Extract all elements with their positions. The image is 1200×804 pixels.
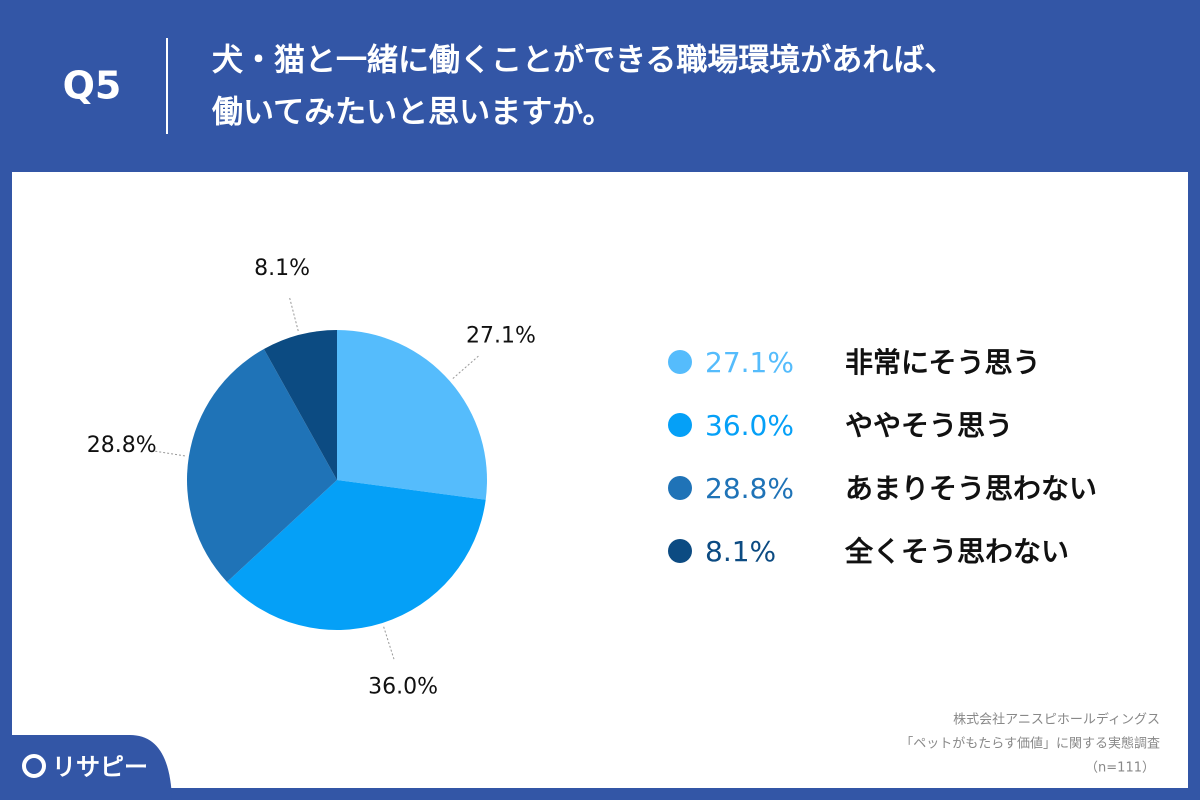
pie-slice	[227, 480, 486, 631]
legend-value: 28.8%	[705, 472, 794, 505]
data-label: 27.1%	[466, 323, 536, 348]
chart: 27.1% 27.1% 非常にそう思う 36.0% 36.0% ややそう思う 28.8% 28…	[87, 256, 1097, 700]
leader-line	[288, 295, 299, 332]
legend-label: 全くそう思わない	[844, 535, 1069, 568]
legend-marker	[668, 476, 692, 500]
data-label: 8.1%	[254, 256, 310, 281]
data-label: 28.8%	[87, 433, 157, 458]
source: （n=111）	[1085, 761, 1155, 776]
question-number: Q5	[63, 64, 122, 108]
pie-slice	[337, 330, 487, 500]
title-line: 犬・猫と一緒に働くことができる職場環境があれば、	[212, 43, 955, 79]
title-line: 働いてみたいと思いますか。	[212, 95, 613, 131]
legend-label: 非常にそう思う	[845, 346, 1040, 379]
legend-value: 8.1%	[705, 535, 776, 568]
source: 「ペットがもたらす価値」に関する実態調査	[900, 736, 1160, 752]
logo-tab	[0, 735, 172, 800]
pie-slice	[187, 349, 337, 582]
logo: リサピー	[52, 753, 148, 781]
legend-value: 36.0%	[705, 409, 794, 442]
source: 株式会社アニスピホールディングス	[953, 712, 1160, 728]
logo-icon	[22, 754, 46, 778]
legend-marker	[668, 350, 692, 374]
legend-label: ややそう思う	[845, 409, 1013, 442]
leader-line	[149, 449, 185, 457]
legend-marker	[668, 539, 692, 563]
data-label: 36.0%	[368, 675, 438, 700]
leader-line	[383, 626, 396, 662]
legend-value: 27.1%	[705, 346, 794, 379]
legend-label: あまりそう思わない	[845, 472, 1097, 505]
pie-slice	[263, 330, 337, 480]
legend-marker	[668, 413, 692, 437]
leader-line	[452, 354, 481, 379]
